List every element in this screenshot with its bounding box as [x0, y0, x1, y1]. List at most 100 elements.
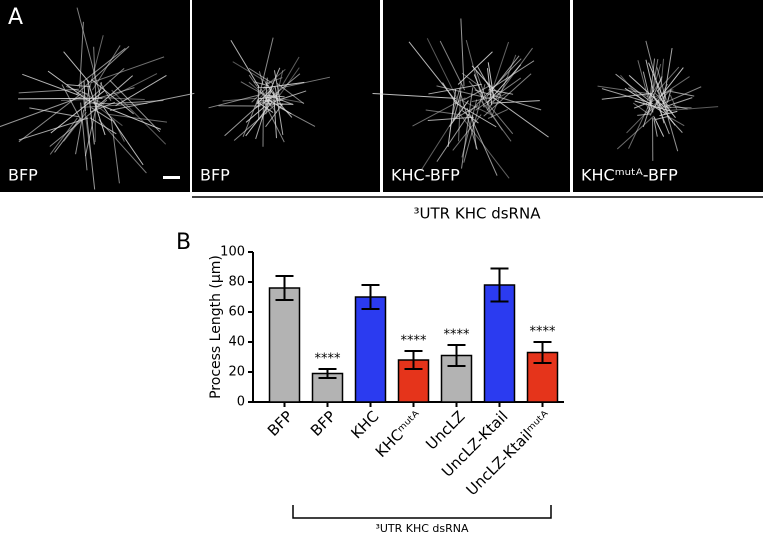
- x-tick-label: KHCᵐᵘᵗᴬ: [372, 407, 426, 461]
- filament: [475, 69, 491, 110]
- filament: [471, 65, 494, 91]
- error-bar: [533, 341, 552, 364]
- x-tick-label: BFP: [264, 407, 297, 440]
- filament: [663, 104, 679, 152]
- filament: [628, 87, 649, 98]
- filament: [77, 47, 126, 87]
- filament: [372, 93, 457, 99]
- filament: [474, 89, 542, 111]
- filament: [87, 85, 95, 145]
- filament: [461, 110, 479, 124]
- filament: [649, 83, 668, 116]
- error-bar: [404, 350, 423, 370]
- filament: [669, 94, 678, 110]
- filament: [49, 117, 78, 155]
- filament: [671, 106, 719, 111]
- filament: [462, 85, 490, 101]
- filament: [455, 102, 497, 128]
- filament: [224, 102, 262, 137]
- error-bar: [318, 368, 337, 379]
- filament: [0, 96, 83, 128]
- filament: [653, 116, 665, 137]
- filament: [425, 109, 460, 116]
- filament: [94, 75, 133, 109]
- filament: [109, 79, 161, 133]
- filament: [486, 41, 510, 108]
- filament: [22, 73, 80, 96]
- filament: [232, 61, 271, 85]
- filament: [80, 102, 148, 108]
- filament: [29, 107, 80, 118]
- filament: [659, 58, 665, 94]
- filament: [47, 70, 91, 103]
- filament: [486, 81, 502, 97]
- filament: [461, 87, 474, 169]
- bar: [483, 284, 516, 403]
- filament: [280, 90, 307, 100]
- bracket-label: ³UTR KHC dsRNA: [375, 522, 469, 535]
- filament: [648, 62, 666, 102]
- filament: [650, 93, 663, 113]
- filament: [18, 97, 103, 100]
- filament: [80, 80, 92, 160]
- filament: [665, 97, 693, 108]
- filament: [89, 117, 117, 135]
- y-tick-label: 100: [220, 245, 245, 260]
- filament: [86, 79, 106, 136]
- filament: [637, 60, 649, 99]
- y-tick-label: 80: [228, 275, 245, 290]
- filament: [649, 58, 656, 99]
- filament: [490, 54, 517, 119]
- filament: [115, 75, 167, 107]
- filament: [110, 118, 120, 184]
- filament: [657, 86, 702, 107]
- micrograph: [192, 0, 380, 192]
- filament: [248, 81, 264, 95]
- filament: [628, 98, 653, 149]
- filament: [463, 84, 486, 163]
- filament: [18, 93, 82, 143]
- filament: [245, 106, 266, 123]
- bar: [354, 296, 387, 403]
- filament: [93, 46, 97, 105]
- filament: [616, 115, 655, 150]
- filament: [669, 117, 685, 127]
- filament: [240, 81, 283, 107]
- filament: [110, 92, 195, 111]
- filament: [271, 90, 283, 106]
- y-tick-label: 20: [228, 365, 245, 380]
- y-tick-label: 40: [228, 335, 245, 350]
- filament: [66, 85, 88, 95]
- filament: [276, 82, 305, 105]
- filament: [259, 37, 274, 95]
- filament: [662, 98, 674, 115]
- filament: [634, 100, 672, 112]
- filament: [473, 74, 485, 100]
- filament: [259, 96, 273, 100]
- filament: [449, 100, 469, 127]
- filament: [427, 116, 474, 122]
- panel-letter: B: [176, 230, 191, 255]
- filament: [633, 102, 649, 115]
- filament: [63, 51, 90, 83]
- filament: [656, 66, 680, 93]
- micrographs: [0, 0, 763, 192]
- filament: [421, 114, 457, 170]
- image-label: KHC-BFP: [391, 166, 460, 185]
- x-tick-label: BFP: [307, 407, 340, 440]
- significance: ****: [530, 325, 557, 340]
- filament: [248, 74, 258, 87]
- filament: [653, 118, 658, 137]
- filament: [633, 102, 648, 109]
- filament: [452, 91, 462, 121]
- filament: [656, 67, 667, 100]
- filament: [475, 77, 522, 111]
- filament: [108, 113, 168, 123]
- image-label: KHCᵐᵘᵗᴬ-BFP: [581, 166, 678, 185]
- filament: [615, 73, 650, 102]
- filament: [256, 101, 274, 113]
- filament: [659, 98, 676, 119]
- filament: [672, 105, 688, 110]
- error-bar: [447, 344, 466, 367]
- filament: [83, 94, 123, 126]
